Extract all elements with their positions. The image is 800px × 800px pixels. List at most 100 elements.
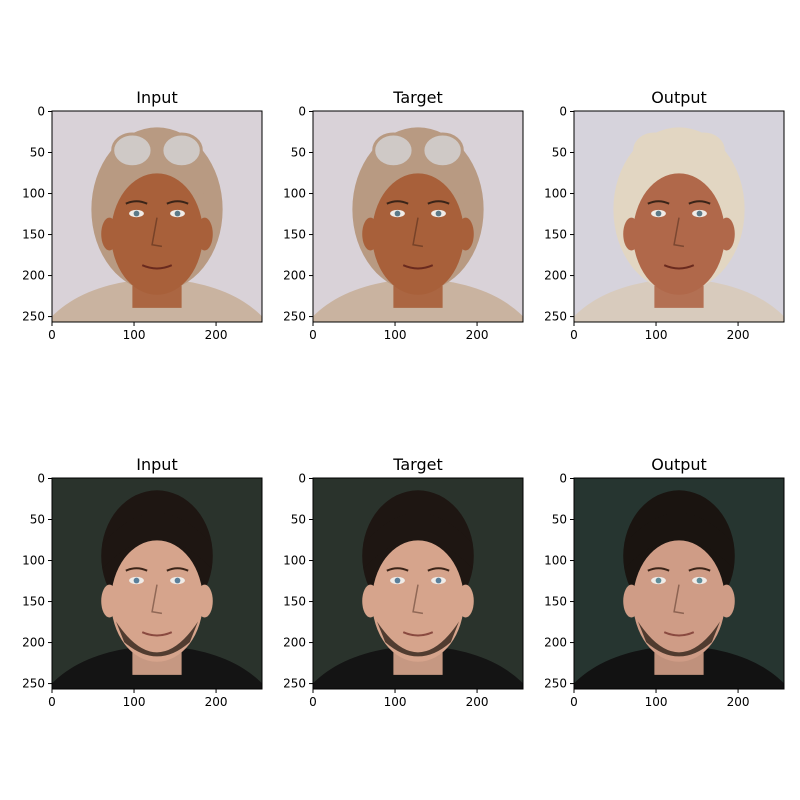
y-tick-label: 150: [544, 595, 567, 609]
iris-left: [133, 210, 140, 217]
face: [372, 173, 464, 295]
ear-left: [101, 584, 118, 618]
ear-right: [196, 584, 213, 618]
mouth: [402, 631, 434, 637]
y-tick-label: 0: [37, 105, 45, 119]
x-tick-label: 100: [384, 328, 407, 342]
iris-right: [174, 210, 181, 217]
face: [633, 173, 725, 295]
iris-left: [655, 210, 662, 217]
y-tick-label: 100: [283, 187, 306, 201]
nose: [151, 217, 163, 248]
y-tick-label: 250: [22, 677, 45, 691]
face: [111, 173, 203, 295]
nose: [412, 217, 424, 248]
subplot-input-row-1: Input 0 100 200 0 50 100 150 200 250: [22, 88, 263, 342]
nose: [673, 584, 685, 615]
brow-left: [647, 567, 670, 572]
ear-left: [623, 584, 640, 618]
iris-right: [174, 577, 181, 584]
iris-left: [133, 577, 140, 584]
beard: [376, 621, 460, 657]
nose: [412, 584, 424, 615]
y-tick-label: 50: [291, 146, 306, 160]
y-tick-label: 200: [544, 269, 567, 283]
x-tick-label: 200: [727, 695, 750, 709]
y-tick-label: 0: [298, 105, 306, 119]
y-tick-label: 100: [283, 554, 306, 568]
ear-right: [457, 584, 474, 618]
axes-frame: [51, 110, 263, 323]
x-tick-label: 200: [466, 328, 489, 342]
subplot-title: Output: [651, 88, 707, 107]
y-tick-label: 150: [283, 595, 306, 609]
subplot-target-row-2: Target 0 100 200 0 50 100 150 200 250: [283, 455, 524, 709]
x-tick-label: 200: [205, 695, 228, 709]
ear-left: [623, 217, 640, 251]
brow-right: [166, 567, 189, 572]
x-tick-label: 0: [570, 695, 578, 709]
goggle-lens-left: [633, 132, 676, 169]
y-tick-label: 100: [544, 187, 567, 201]
forehead-covering: [102, 512, 212, 569]
goggle-lens-right: [682, 132, 725, 169]
ear-left: [362, 584, 379, 618]
subplot-output-row-1: Output 0 100 200 0 50 100 150 200 250: [544, 88, 785, 342]
y-tick-label: 200: [283, 636, 306, 650]
y-tick-label: 250: [544, 677, 567, 691]
forehead-covering: [624, 512, 734, 569]
subplot-input-row-2: Input 0 100 200 0 50 100 150 200 250: [22, 455, 263, 709]
goggle-lens-right: [160, 132, 203, 169]
face: [633, 540, 725, 662]
goggle-lens-left: [111, 132, 154, 169]
ear-right: [718, 584, 735, 618]
y-tick-label: 50: [30, 513, 45, 527]
x-tick-label: 200: [466, 695, 489, 709]
beard: [115, 621, 199, 657]
x-tick-label: 100: [645, 328, 668, 342]
iris-right: [435, 210, 442, 217]
iris-right: [435, 577, 442, 584]
face: [111, 540, 203, 662]
y-tick-label: 50: [552, 146, 567, 160]
iris-right: [696, 577, 703, 584]
brow-right: [688, 567, 711, 572]
brow-right: [427, 200, 450, 205]
iris-right: [696, 210, 703, 217]
ear-left: [101, 217, 118, 251]
ear-right: [196, 217, 213, 251]
brow-left: [125, 200, 148, 205]
x-tick-label: 0: [48, 695, 56, 709]
x-tick-label: 0: [309, 328, 317, 342]
y-tick-label: 200: [283, 269, 306, 283]
y-tick-label: 50: [552, 513, 567, 527]
forehead-covering: [363, 512, 473, 569]
subplot-output-row-2: Output 0 100 200 0 50 100 150 200 250: [544, 455, 785, 709]
y-tick-label: 150: [22, 228, 45, 242]
ear-right: [718, 217, 735, 251]
subplot-title: Target: [392, 455, 443, 474]
mouth: [141, 631, 173, 637]
axes-frame: [573, 110, 785, 323]
x-tick-label: 0: [570, 328, 578, 342]
y-tick-label: 250: [283, 677, 306, 691]
y-tick-label: 150: [22, 595, 45, 609]
y-tick-label: 50: [291, 513, 306, 527]
y-tick-label: 0: [559, 472, 567, 486]
ear-left: [362, 217, 379, 251]
axes-frame: [312, 110, 524, 323]
y-tick-label: 0: [298, 472, 306, 486]
nose: [673, 217, 685, 248]
y-tick-label: 150: [544, 228, 567, 242]
brow-left: [647, 200, 670, 205]
subplot-title: Target: [392, 88, 443, 107]
x-tick-label: 100: [384, 695, 407, 709]
y-tick-label: 50: [30, 146, 45, 160]
brow-left: [386, 567, 409, 572]
y-tick-label: 150: [283, 228, 306, 242]
x-tick-label: 0: [48, 328, 56, 342]
nose: [151, 584, 163, 615]
beard: [637, 621, 721, 657]
x-tick-label: 0: [309, 695, 317, 709]
